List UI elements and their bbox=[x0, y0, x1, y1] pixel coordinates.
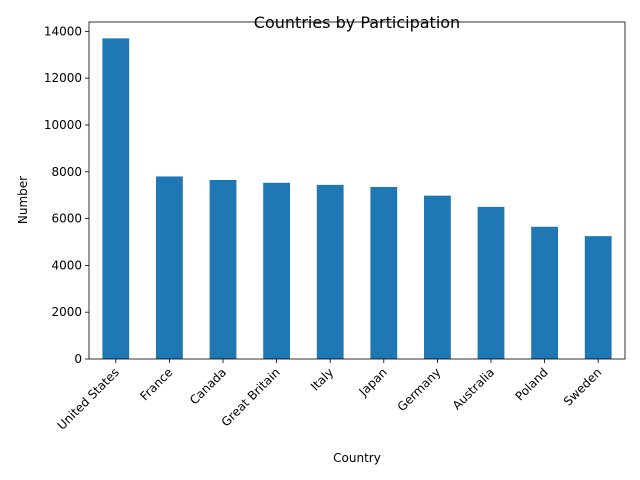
x-axis-label: Country bbox=[333, 451, 381, 465]
chart-title: Countries by Participation bbox=[254, 13, 460, 32]
x-tick-label: Sweden bbox=[561, 365, 604, 408]
bar-sweden bbox=[584, 236, 612, 359]
y-tick-label: 14000 bbox=[44, 24, 82, 38]
bar-australia bbox=[477, 206, 505, 359]
bar-poland bbox=[531, 226, 558, 359]
x-tick-label: United States bbox=[55, 365, 122, 432]
bar-great-britain bbox=[263, 182, 290, 359]
x-tick-label: Japan bbox=[356, 365, 390, 399]
x-tick-label: France bbox=[137, 365, 175, 403]
x-tick-label: Canada bbox=[187, 365, 229, 407]
y-tick-label: 12000 bbox=[44, 71, 82, 85]
y-axis: 0 2000 4000 6000 8000 10000 12000 14000 bbox=[44, 24, 89, 366]
bar-united-states bbox=[102, 38, 130, 359]
bar-japan bbox=[370, 186, 398, 359]
bars-group bbox=[102, 38, 612, 359]
x-tick-label: Germany bbox=[395, 365, 444, 414]
plot-frame bbox=[88, 21, 626, 360]
y-axis-label: Number bbox=[16, 176, 30, 224]
x-tick-label: Australia bbox=[450, 365, 497, 412]
bar-france bbox=[156, 176, 183, 359]
bar-italy bbox=[316, 184, 344, 359]
y-tick-label: 6000 bbox=[51, 212, 82, 226]
bar-canada bbox=[209, 179, 237, 359]
x-tick-label: Poland bbox=[512, 365, 550, 403]
y-tick-label: 2000 bbox=[51, 305, 82, 319]
y-tick-label: 10000 bbox=[44, 118, 82, 132]
x-tick-label: Italy bbox=[308, 365, 336, 393]
y-tick-label: 0 bbox=[74, 352, 82, 366]
y-tick-label: 8000 bbox=[51, 165, 82, 179]
y-tick-label: 4000 bbox=[51, 258, 82, 272]
bar-germany bbox=[424, 195, 451, 359]
